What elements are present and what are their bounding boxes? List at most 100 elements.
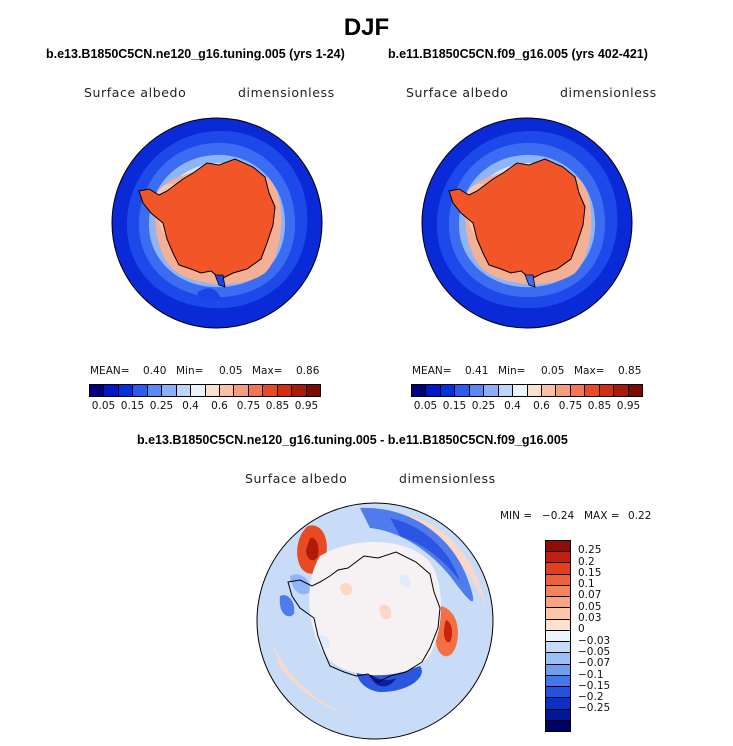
panel2-max-value: 0.85 bbox=[618, 365, 642, 377]
diff-colorbar-tick-label: 0.15 bbox=[578, 566, 602, 579]
diff-colorbar-tick-label: 0 bbox=[578, 623, 585, 636]
diff-colorbar-swatch bbox=[546, 574, 570, 586]
panel1-variable-label: Surface albedo bbox=[84, 85, 187, 100]
diff-colorbar-tick-label: 0.07 bbox=[578, 589, 602, 602]
diff-colorbar-swatch bbox=[546, 630, 570, 643]
panel1-colorbar-swatch bbox=[219, 385, 235, 396]
panel1-colorbar-tick-label: 0.75 bbox=[236, 400, 261, 412]
diff-colorbar-swatch bbox=[546, 585, 570, 598]
diff-colorbar-tick-label: −0.15 bbox=[578, 679, 611, 692]
diff-colorbar-swatch bbox=[546, 720, 570, 731]
diff-colorbar-swatch bbox=[546, 597, 570, 609]
diff-min-label: MIN = bbox=[500, 510, 533, 522]
diff-polar-map bbox=[256, 502, 494, 740]
diff-colorbar-tick-label: −0.03 bbox=[578, 634, 611, 647]
panel1-units-label: dimensionless bbox=[238, 85, 335, 100]
diff-colorbar-swatch bbox=[546, 675, 570, 688]
panel1-case-title: b.e13.B1850C5CN.ne120_g16.tuning.005 (yr… bbox=[46, 47, 345, 61]
diff-min-value: −0.24 bbox=[542, 510, 575, 522]
diff-colorbar-tick-label: −0.2 bbox=[578, 691, 604, 704]
panel2-colorbar-tick-label: 0.25 bbox=[471, 400, 496, 412]
panel2-colorbar-swatch bbox=[484, 385, 499, 396]
diff-colorbar-swatch bbox=[546, 608, 570, 620]
diff-colorbar bbox=[545, 540, 571, 732]
panel1-colorbar-swatch bbox=[118, 385, 134, 396]
diff-colorbar-swatch bbox=[546, 552, 570, 564]
diff-colorbar-swatch bbox=[546, 642, 570, 654]
panel1-min-label: Min= bbox=[176, 365, 204, 377]
diff-units-label: dimensionless bbox=[399, 471, 496, 486]
panel1-colorbar-swatch bbox=[277, 385, 293, 396]
panel2-colorbar-tick-label: 0.6 bbox=[533, 400, 550, 412]
panel1-colorbar-swatch bbox=[205, 385, 220, 396]
panel1-colorbar-tick-label: 0.25 bbox=[149, 400, 174, 412]
panel1-colorbar-swatch bbox=[162, 385, 177, 396]
panel1-colorbar bbox=[89, 384, 321, 397]
diff-colorbar-tick-label: −0.05 bbox=[578, 645, 611, 658]
panel2-colorbar-tick-label: 0.05 bbox=[413, 400, 438, 412]
panel1-colorbar-swatch bbox=[90, 385, 105, 396]
diff-antarctica bbox=[287, 551, 441, 683]
panel2-colorbar-tick-label: 0.15 bbox=[442, 400, 467, 412]
panel1-colorbar-tick-label: 0.6 bbox=[211, 400, 228, 412]
panel2-mean-value: 0.41 bbox=[465, 365, 489, 377]
panel1-colorbar-tick-label: 0.85 bbox=[265, 400, 290, 412]
panel1-mean-value: 0.40 bbox=[143, 365, 167, 377]
diff-colorbar-swatch bbox=[546, 709, 570, 721]
panel1-colorbar-swatch bbox=[191, 385, 206, 396]
panel1-colorbar-swatch bbox=[292, 385, 307, 396]
panel2-case-title: b.e11.B1850C5CN.f09_g16.005 (yrs 402-421… bbox=[388, 47, 648, 61]
diff-colorbar-tick-label: 0.2 bbox=[578, 555, 595, 568]
diff-colorbar-tick-label: 0.05 bbox=[578, 600, 602, 613]
panel2-min-value: 0.05 bbox=[541, 365, 565, 377]
panel1-colorbar-tick-label: 0.15 bbox=[120, 400, 145, 412]
panel2-colorbar-swatch bbox=[426, 385, 441, 396]
diff-variable-label: Surface albedo bbox=[245, 471, 348, 486]
diff-colorbar-swatch bbox=[546, 653, 570, 665]
panel1-colorbar-swatch bbox=[306, 385, 320, 396]
panel2-colorbar bbox=[411, 384, 643, 397]
diff-colorbar-swatch bbox=[546, 541, 570, 553]
panel1-min-value: 0.05 bbox=[219, 365, 243, 377]
panel2-antarctica bbox=[448, 158, 586, 280]
panel1-max-value: 0.86 bbox=[296, 365, 320, 377]
panel2-colorbar-swatch bbox=[599, 385, 615, 396]
diff-colorbar-tick-label: −0.07 bbox=[578, 657, 611, 670]
diff-colorbar-swatch bbox=[546, 698, 570, 710]
diff-colorbar-tick-label: −0.25 bbox=[578, 702, 611, 715]
panel2-colorbar-swatch bbox=[527, 385, 542, 396]
panel2-colorbar-tick-label: 0.85 bbox=[587, 400, 612, 412]
diff-colorbar-tick-label: −0.1 bbox=[578, 668, 604, 681]
panel2-colorbar-swatch bbox=[570, 385, 586, 396]
panel2-units-label: dimensionless bbox=[560, 85, 657, 100]
panel2-colorbar-swatch bbox=[541, 385, 557, 396]
panel2-max-label: Max= bbox=[574, 365, 605, 377]
diff-colorbar-tick-label: 0.03 bbox=[578, 612, 602, 625]
panel2-colorbar-swatch bbox=[513, 385, 528, 396]
panel2-colorbar-swatch bbox=[412, 385, 427, 396]
panel2-colorbar-swatch bbox=[556, 385, 571, 396]
panel1-colorbar-swatch bbox=[147, 385, 163, 396]
panel2-polar-map bbox=[421, 117, 633, 329]
diff-colorbar-swatch bbox=[546, 563, 570, 575]
figure-title: DJF bbox=[343, 14, 390, 41]
diff-max-value: 0.22 bbox=[628, 510, 652, 522]
panel2-colorbar-swatch bbox=[585, 385, 600, 396]
panel1-antarctica bbox=[138, 158, 276, 280]
panel2-colorbar-swatch bbox=[455, 385, 470, 396]
panel2-colorbar-tick-label: 0.75 bbox=[558, 400, 583, 412]
panel1-colorbar-swatch bbox=[104, 385, 119, 396]
panel2-mean-label: MEAN= bbox=[412, 365, 452, 377]
diff-colorbar-swatch bbox=[546, 619, 570, 631]
diff-colorbar-tick-label: 0.1 bbox=[578, 578, 595, 591]
panel1-colorbar-swatch bbox=[248, 385, 264, 396]
panel2-variable-label: Surface albedo bbox=[406, 85, 509, 100]
panel2-colorbar-swatch bbox=[469, 385, 485, 396]
panel1-colorbar-swatch bbox=[133, 385, 148, 396]
panel2-colorbar-swatch bbox=[628, 385, 642, 396]
panel2-colorbar-tick-label: 0.4 bbox=[504, 400, 521, 412]
diff-colorbar-swatch bbox=[546, 687, 570, 699]
panel1-polar-map bbox=[111, 117, 323, 329]
diff-case-title: b.e13.B1850C5CN.ne120_g16.tuning.005 - b… bbox=[137, 433, 568, 447]
panel2-min-label: Min= bbox=[498, 365, 526, 377]
